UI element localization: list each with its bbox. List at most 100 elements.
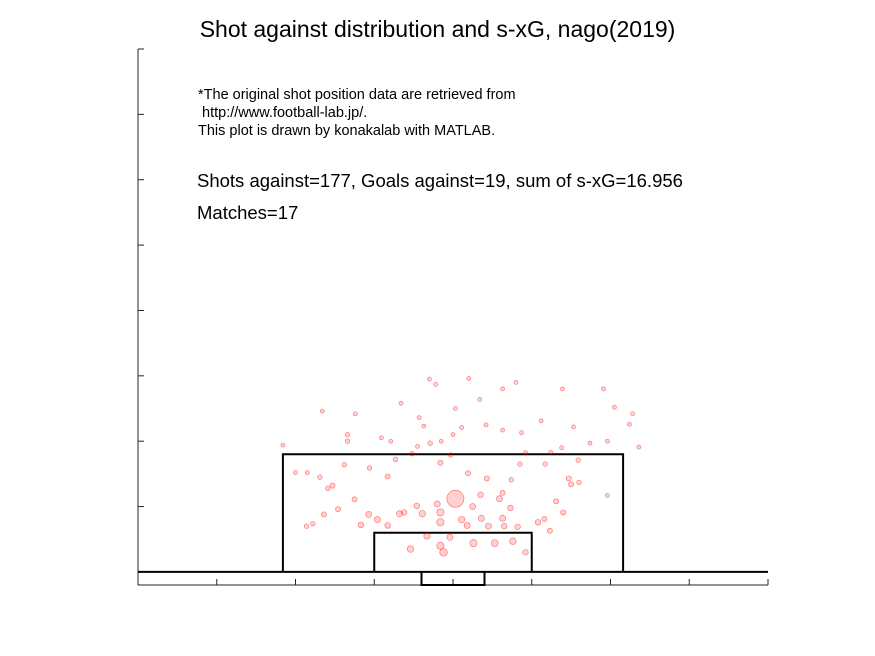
shot-marker (280, 442, 286, 448)
shot-marker (388, 438, 394, 444)
shot-marker (401, 509, 408, 516)
shot-marker (559, 445, 564, 451)
shot-marker (630, 411, 635, 417)
shot-marker (478, 514, 485, 522)
source-note-line-1: *The original shot position data are ret… (198, 87, 516, 103)
shot-marker (509, 537, 517, 545)
shot-marker (351, 496, 358, 503)
shot-marker (433, 500, 441, 508)
shot-marker (413, 502, 420, 510)
shot-marker (437, 459, 444, 466)
shot-marker (427, 376, 432, 382)
shot-marker (605, 493, 610, 498)
shot-marker (587, 440, 593, 446)
shot-marker (293, 470, 298, 475)
shot-marker (329, 482, 336, 489)
shot-marker (465, 470, 471, 477)
shot-marker (538, 418, 544, 424)
shot-marker (427, 440, 433, 446)
shot-marker (317, 474, 323, 480)
shot-marker (501, 523, 508, 530)
shot-marker (366, 465, 373, 471)
shot-marker (448, 452, 454, 458)
shot-marker (514, 523, 521, 530)
shot-marker (636, 444, 642, 450)
shot-marker (519, 430, 524, 435)
shot-marker (469, 539, 478, 548)
shot-marker (344, 432, 351, 438)
shot-marker (433, 382, 438, 387)
shot-marker (459, 425, 464, 430)
shot-marker (485, 522, 492, 530)
stats-matches: Matches=17 (197, 202, 299, 223)
shot-marker (418, 510, 426, 518)
shot-marker (416, 415, 422, 420)
shot-marker (384, 473, 391, 480)
goal-area (373, 531, 533, 572)
axis-layer (137, 48, 769, 586)
shot-marker (612, 404, 617, 410)
shot-marker (477, 491, 484, 498)
shot-marker (548, 450, 553, 455)
shot-marker (483, 422, 489, 428)
shot-marker (496, 495, 503, 503)
shot-marker (303, 523, 310, 529)
shot-marker (466, 376, 472, 381)
shot-marker (560, 386, 565, 392)
shot-marker (392, 456, 399, 463)
shot-marker (357, 521, 364, 528)
shot-marker (542, 461, 548, 467)
penalty-area (281, 453, 625, 572)
shot-marker (500, 386, 505, 392)
shot-marker (560, 509, 567, 516)
shot-marker (601, 386, 606, 392)
shot-marker (627, 421, 632, 427)
shot-marker (546, 527, 553, 534)
shot-marker (374, 516, 381, 523)
shot-marker (379, 435, 384, 441)
shot-marker (353, 411, 358, 417)
shot-marker (436, 541, 445, 550)
shot-marker (534, 519, 542, 526)
shot-marker (396, 510, 403, 518)
shot-marker (453, 406, 458, 411)
shot-marker (335, 506, 341, 513)
shot-marker (365, 511, 373, 518)
shot-marker (469, 503, 477, 510)
shot-marker (446, 533, 454, 541)
shot-marker (605, 438, 610, 444)
shot-marker (406, 545, 415, 553)
shot-marker (415, 444, 420, 449)
shot-marker (517, 461, 523, 467)
shot-markers (280, 376, 642, 557)
shot-marker (522, 450, 529, 456)
shot-marker (446, 489, 465, 508)
chart-title: Shot against distribution and s-xG, nago… (199, 16, 676, 42)
goal-frame (420, 571, 486, 586)
shot-marker (576, 479, 582, 485)
source-note-line-2: http://www.football-lab.jp/. (198, 105, 368, 121)
shot-marker (500, 427, 505, 433)
shot-marker (575, 457, 581, 463)
shot-marker (423, 532, 431, 540)
shot-marker (450, 432, 456, 437)
shot-marker (571, 424, 576, 430)
shot-marker (409, 451, 415, 457)
shot-marker (565, 475, 572, 482)
shot-marker (384, 522, 391, 529)
shot-marker (421, 423, 427, 429)
shot-marker (490, 539, 499, 547)
shot-marker (463, 522, 471, 529)
shot-marker (499, 489, 506, 496)
shot-marker (541, 516, 548, 522)
shot-marker (398, 400, 404, 406)
shot-marker (522, 549, 529, 556)
shot-marker (310, 520, 316, 527)
source-note-line-3: This plot is drawn by konakalab with MAT… (198, 123, 496, 139)
shot-marker (436, 518, 445, 527)
shot-marker (439, 548, 448, 557)
shot-marker (305, 470, 310, 475)
shot-marker (477, 397, 483, 402)
shot-marker (513, 380, 519, 385)
